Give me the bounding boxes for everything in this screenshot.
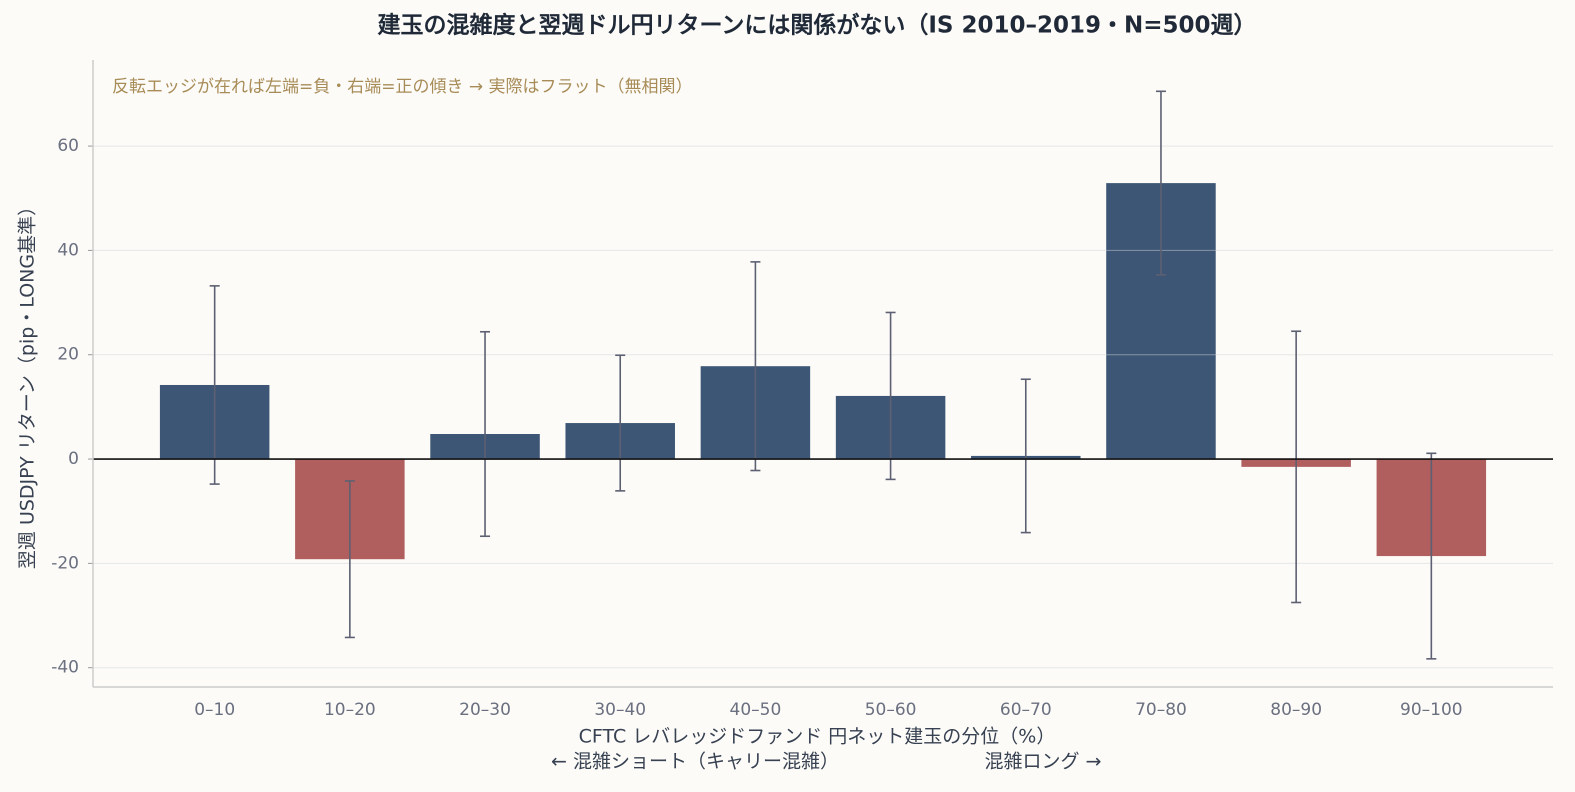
y-tick-label: -20 (51, 553, 79, 573)
error-bar (1155, 90, 1166, 276)
x-tick-label: 60–70 (1000, 700, 1052, 720)
x-axis-label: CFTC レバレッジドファンド 円ネット建玉の分位（%） (579, 726, 1056, 748)
error-bar (885, 311, 896, 481)
x-tick-label: 10–20 (324, 700, 376, 720)
x-tick-label: 0–10 (194, 700, 235, 720)
x-tick-label: 40–50 (730, 700, 782, 720)
y-axis-label: 翌週 USDJPY リターン（pip・LONG基準） (17, 197, 39, 569)
direction-label: 混雑ロング → (985, 751, 1102, 773)
x-tick-label: 20–30 (459, 700, 511, 720)
x-tick-label: 80–90 (1270, 700, 1322, 720)
x-tick-label: 50–60 (865, 700, 917, 720)
error-bar (1291, 330, 1302, 604)
error-bar (344, 480, 355, 639)
y-tick-label: -40 (51, 658, 79, 678)
annotation: 反転エッジが在れば左端=負・右端=正の傾き → 実際はフラット（無相関） (112, 77, 693, 97)
error-bar (480, 330, 491, 538)
direction-label: ← 混雑ショート（キャリー混雑） (551, 751, 839, 773)
x-tick-label: 90–100 (1400, 700, 1463, 720)
error-bar (1020, 378, 1031, 534)
error-bar (1426, 452, 1437, 660)
chart-title: 建玉の混雑度と翌週ドル円リターンには関係がない（IS 2010–2019・N=5… (377, 12, 1256, 39)
error-bar (209, 285, 220, 485)
y-tick-label: 40 (57, 240, 79, 260)
y-tick-label: 0 (68, 449, 79, 469)
x-tick-label: 70–80 (1135, 700, 1187, 720)
x-tick-label: 30–40 (594, 700, 646, 720)
error-bar (615, 354, 626, 492)
y-tick-label: 20 (57, 345, 79, 365)
error-bar (750, 261, 761, 472)
y-tick-label: 60 (57, 136, 79, 156)
